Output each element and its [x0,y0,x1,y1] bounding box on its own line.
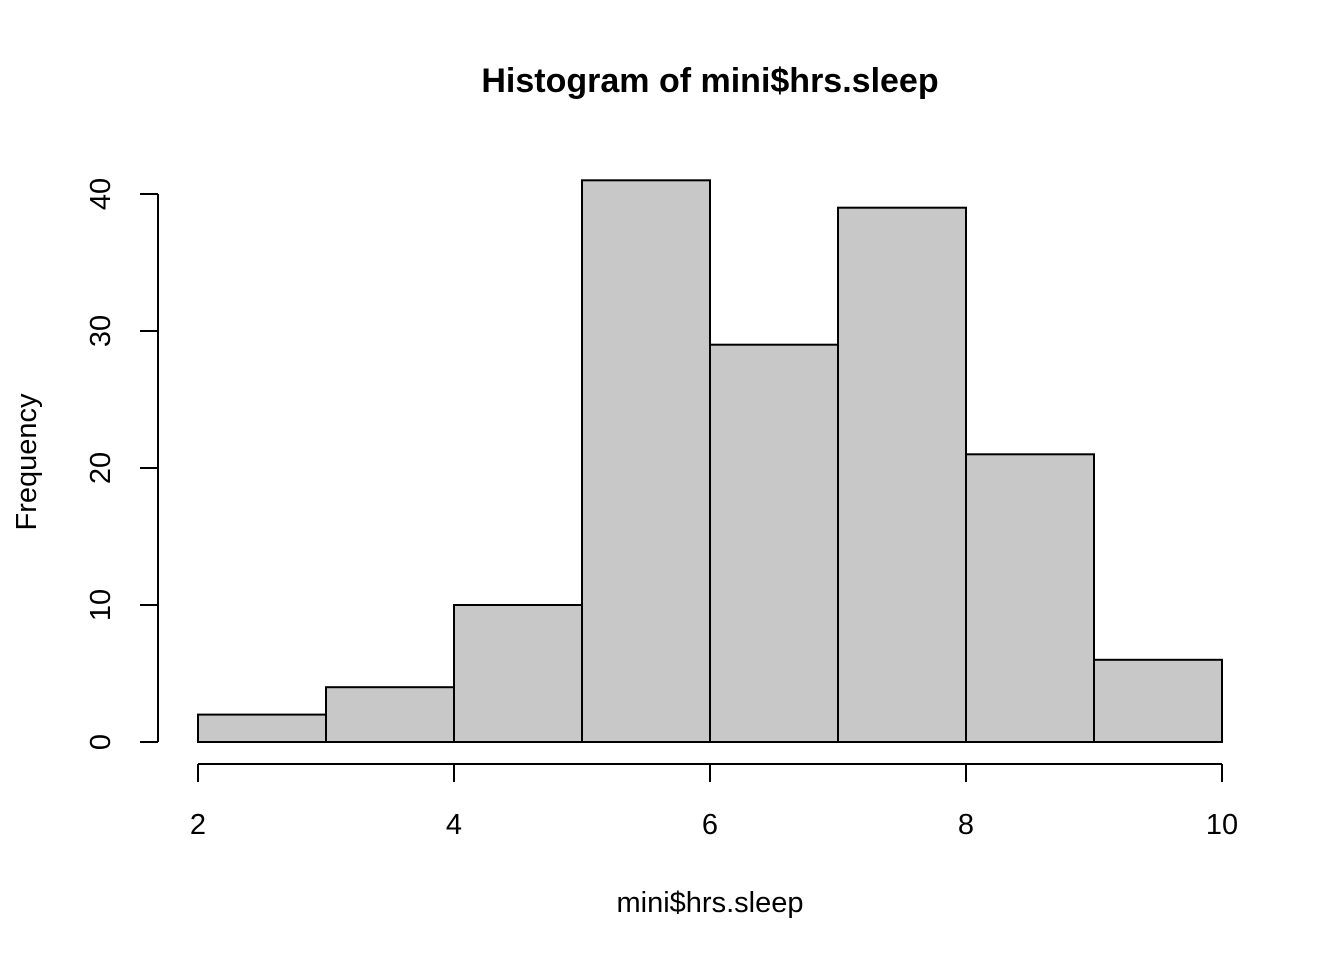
y-axis-label: Frequency [11,393,43,531]
histogram-bar-6 [837,206,967,743]
x-tick-label-2: 2 [190,809,206,841]
y-tick-label-20: 20 [85,452,117,484]
x-axis-label: mini$hrs.sleep [617,887,804,919]
histogram-bar-2 [325,686,455,744]
x-tick-label-4: 4 [446,809,462,841]
x-tick-label-10: 10 [1206,809,1238,841]
histogram-bar-4 [581,179,711,744]
bars-group [197,179,1223,744]
histogram-bar-3 [453,604,583,743]
x-axis: 2 4 6 8 10 [190,763,1238,841]
y-axis: 0 10 20 30 40 [85,178,159,750]
histogram-bar-5 [709,343,839,743]
x-tick-label-6: 6 [702,809,718,841]
histogram-bar-1 [197,713,327,743]
y-tick-label-30: 30 [85,315,117,347]
histogram-bar-7 [965,453,1095,743]
x-tick-label-8: 8 [958,809,974,841]
histogram-bar-8 [1093,658,1223,743]
chart-title: Histogram of mini$hrs.sleep [481,62,938,100]
y-tick-label-0: 0 [85,734,117,750]
y-tick-label-10: 10 [85,589,117,621]
y-tick-label-40: 40 [85,178,117,210]
